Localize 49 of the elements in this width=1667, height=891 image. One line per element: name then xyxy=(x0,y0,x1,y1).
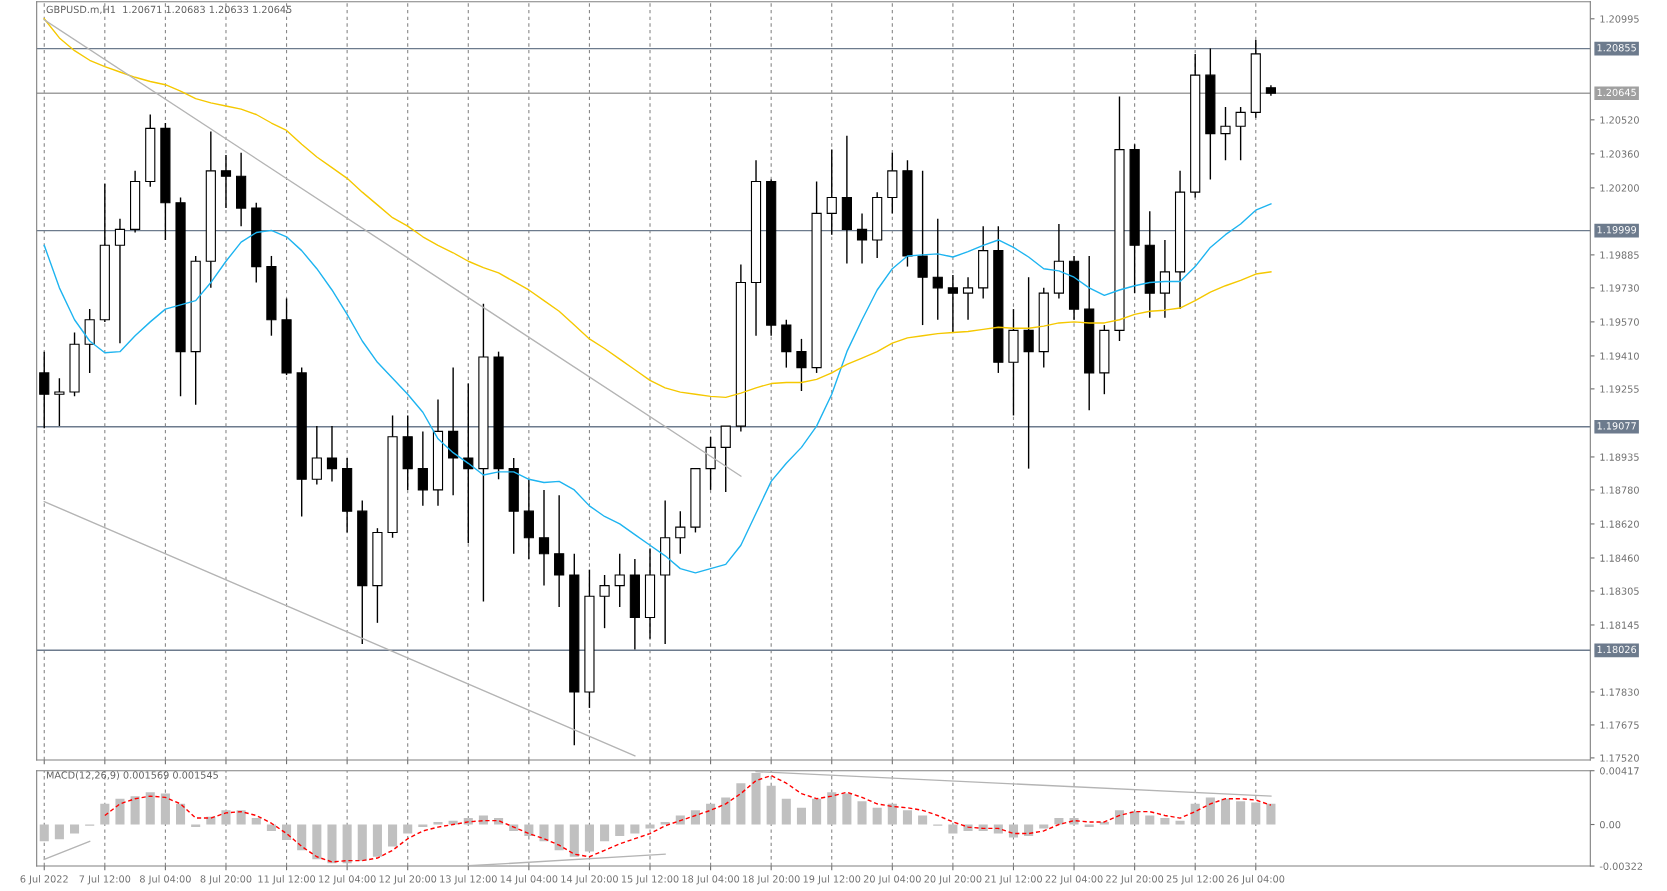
x-tick-label: 11 Jul 12:00 xyxy=(258,875,316,885)
ref-line-label: 1.19999 xyxy=(1597,226,1637,234)
y-tick-label: -0.00322 xyxy=(1599,862,1643,870)
y-tick-label: 1.19570 xyxy=(1600,318,1639,326)
x-tick-label: 25 Jul 12:00 xyxy=(1166,875,1224,885)
y-tick-label: 1.17675 xyxy=(1600,721,1639,729)
y-tick-label: 1.19410 xyxy=(1600,352,1639,360)
ref-line-label: 1.20855 xyxy=(1597,44,1636,52)
x-tick-label: 26 Jul 04:00 xyxy=(1227,875,1285,885)
x-tick-label: 22 Jul 04:00 xyxy=(1045,875,1103,885)
y-tick-label: 1.17830 xyxy=(1600,688,1639,696)
x-tick-label: 6 Jul 2022 xyxy=(20,875,68,885)
y-tick-label: 1.20995 xyxy=(1600,15,1639,23)
y-tick-label: 1.19730 xyxy=(1600,284,1639,292)
x-tick-label: 18 Jul 04:00 xyxy=(682,875,740,885)
ref-line-label: 1.19077 xyxy=(1597,422,1636,430)
x-tick-label: 7 Jul 12:00 xyxy=(79,875,131,885)
y-tick-label: 1.18305 xyxy=(1600,587,1639,595)
x-tick-label: 13 Jul 12:00 xyxy=(440,875,497,885)
y-tick-label: 1.18145 xyxy=(1600,621,1639,629)
x-tick-label: 20 Jul 04:00 xyxy=(863,875,921,885)
y-tick-label: 1.19885 xyxy=(1600,251,1639,259)
y-tick-label: 1.18935 xyxy=(1600,453,1639,461)
y-tick-label: 0.00 xyxy=(1599,820,1621,829)
x-tick-label: 19 Jul 12:00 xyxy=(803,875,861,885)
chart-title: GBPUSD.m,H1 1.20671 1.20683 1.20633 1.20645 xyxy=(46,5,292,15)
x-tick-label: 8 Jul 20:00 xyxy=(200,875,252,885)
x-tick-label: 15 Jul 12:00 xyxy=(621,875,679,885)
x-tick-label: 12 Jul 20:00 xyxy=(379,875,437,885)
ref-line-label: 1.20645 xyxy=(1597,88,1636,97)
y-tick-label: 1.20360 xyxy=(1600,150,1639,158)
y-tick-label: 1.18620 xyxy=(1600,520,1639,528)
y-tick-label: 1.19255 xyxy=(1600,385,1639,393)
y-tick-label: 1.20520 xyxy=(1600,116,1639,124)
chart-title: MACD(12,26,9) 0.001569 0.001545 xyxy=(46,771,218,780)
y-tick-label: 1.18460 xyxy=(1600,554,1639,562)
y-tick-label: 1.18780 xyxy=(1600,486,1639,494)
x-tick-label: 8 Jul 04:00 xyxy=(140,875,191,885)
y-tick-label: 1.17520 xyxy=(1600,754,1639,762)
x-tick-label: 21 Jul 12:00 xyxy=(985,875,1042,885)
y-tick-label: 1.20200 xyxy=(1600,184,1639,192)
x-tick-label: 12 Jul 04:00 xyxy=(319,875,376,885)
x-tick-label: 14 Jul 20:00 xyxy=(561,875,618,885)
x-tick-label: 14 Jul 04:00 xyxy=(500,875,558,885)
y-tick-label: 0.00417 xyxy=(1599,767,1639,775)
ref-line-label: 1.18026 xyxy=(1597,645,1637,654)
x-tick-label: 22 Jul 20:00 xyxy=(1106,875,1164,885)
x-tick-label: 18 Jul 20:00 xyxy=(743,875,800,885)
x-tick-label: 20 Jul 20:00 xyxy=(924,875,982,885)
